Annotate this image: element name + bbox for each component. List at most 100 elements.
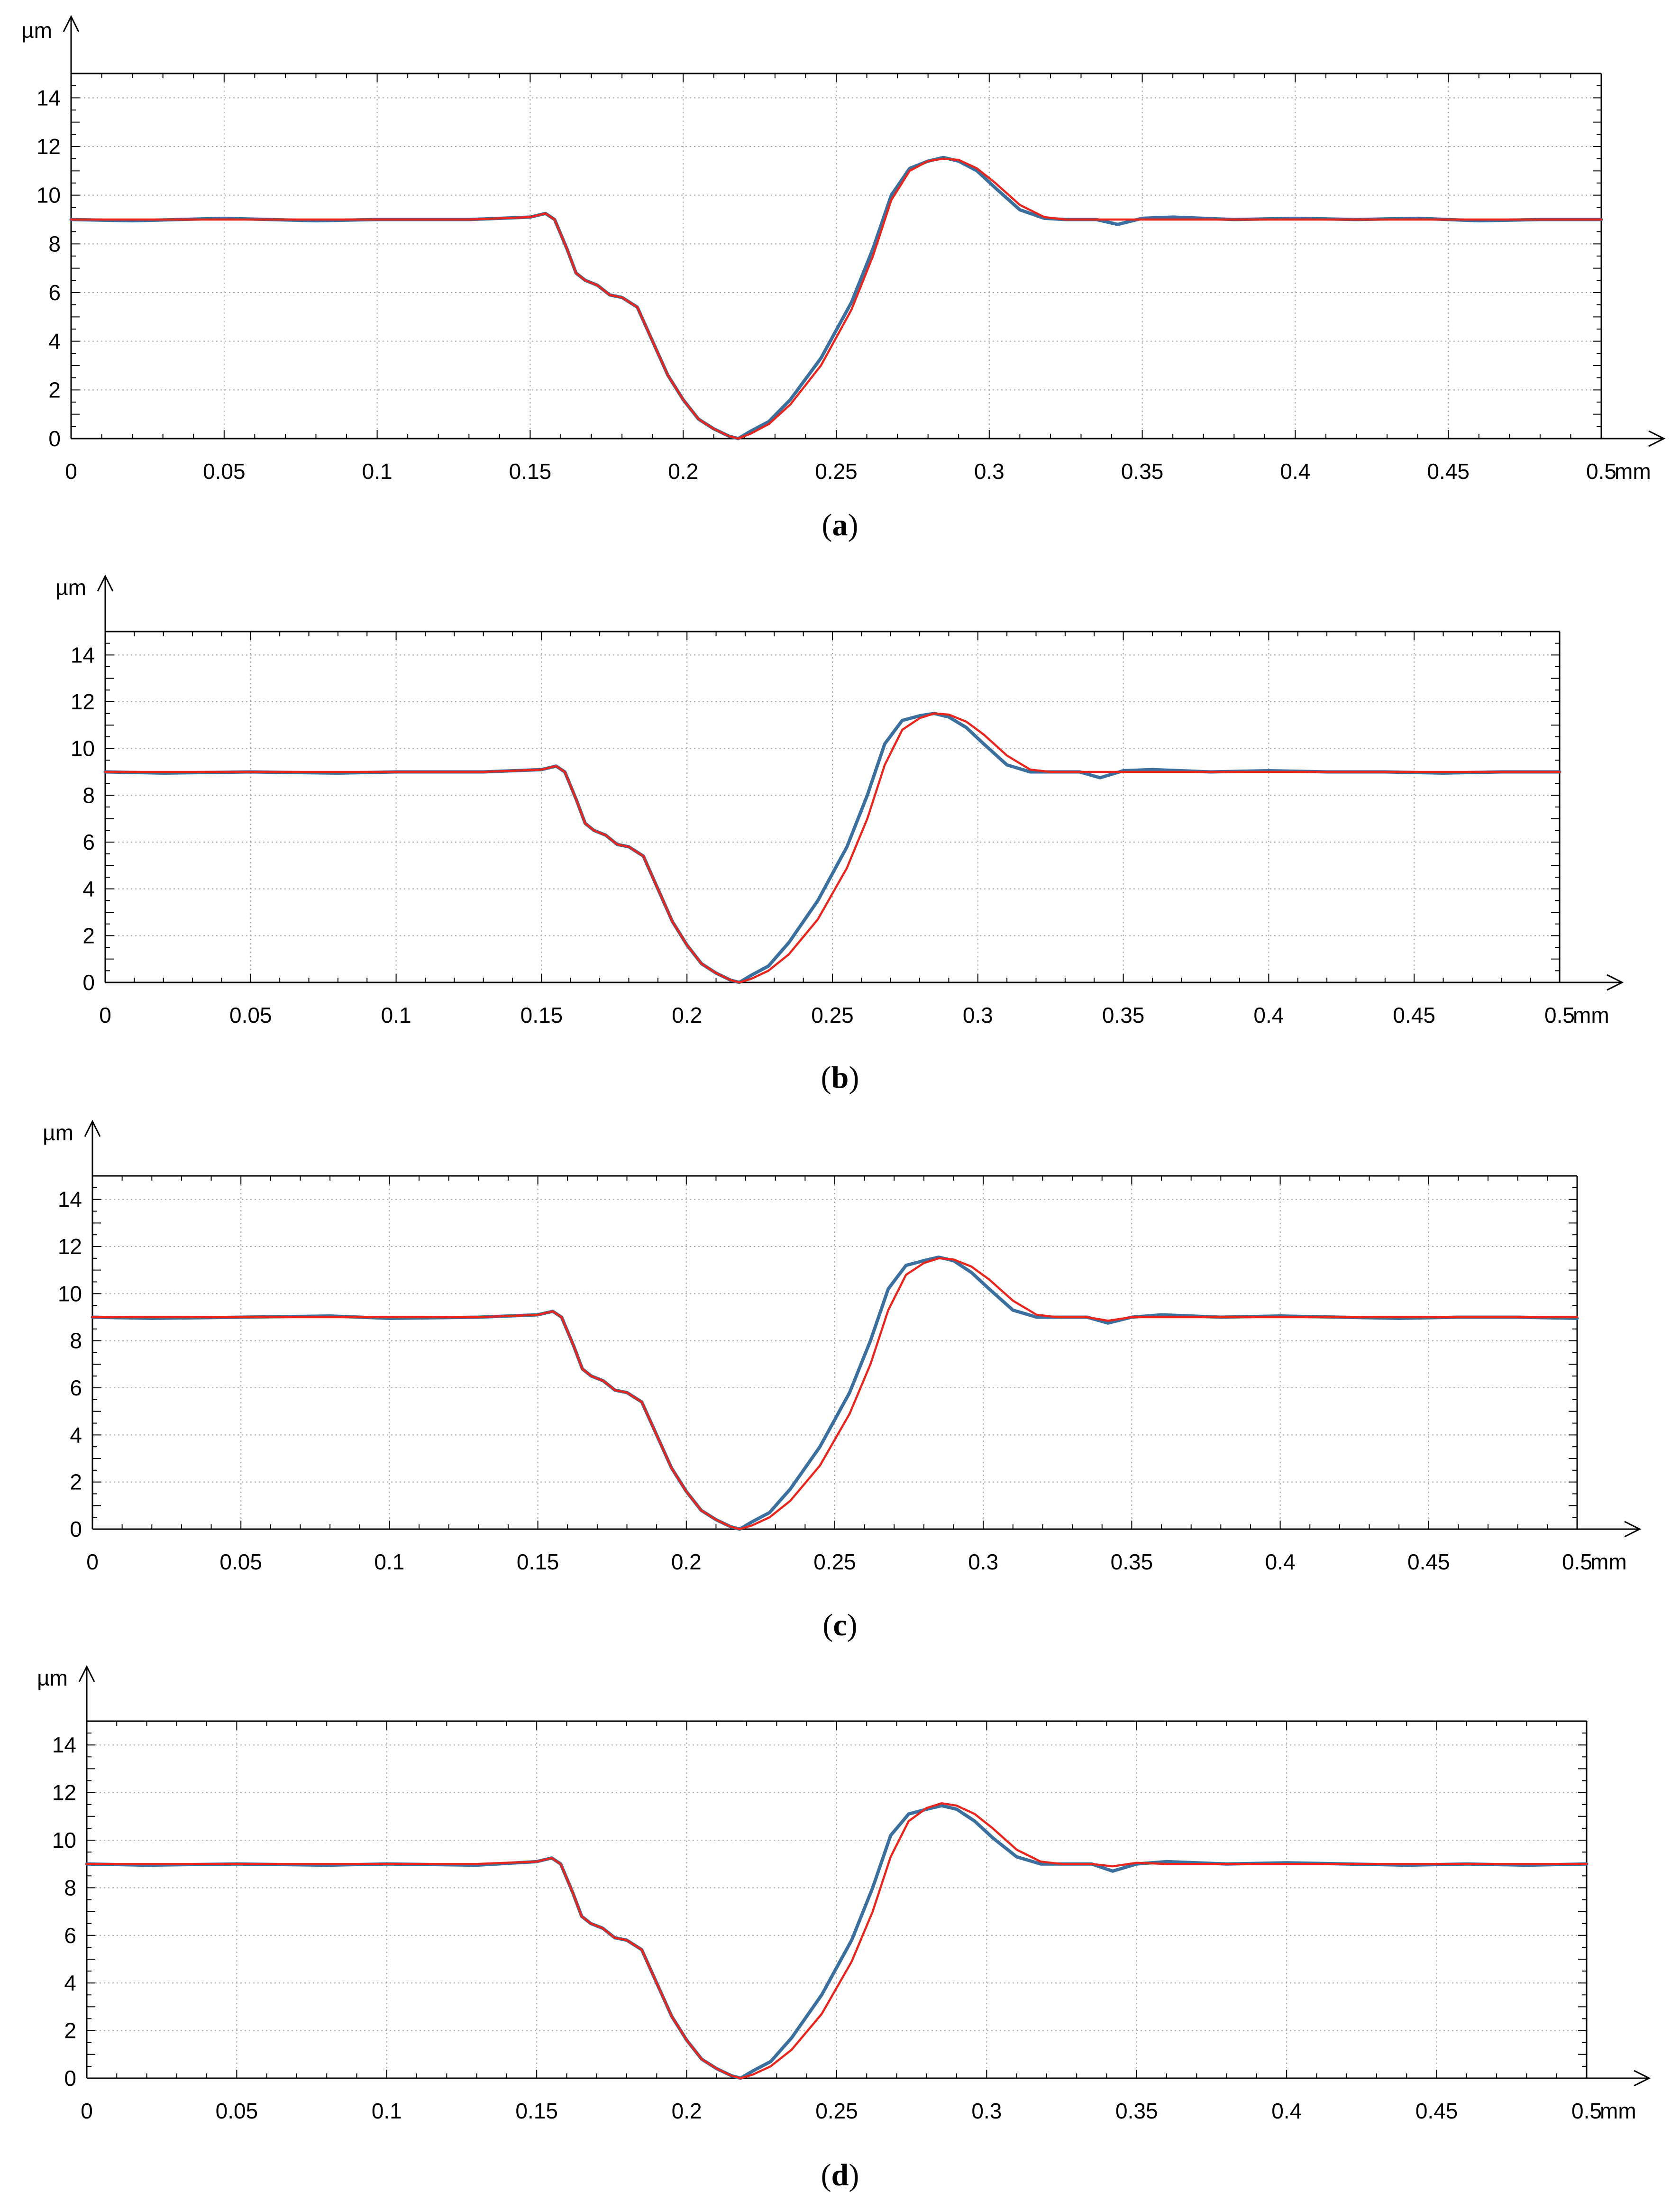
chart-panel-c: 0 0.05 0.1 0.15 0.2 0.25 0.3 0.35 0.4 0.45 0.5 0 2 4 6… xyxy=(43,1119,1642,1574)
x-axis-unit-label: mm xyxy=(1615,459,1651,484)
y-tick-label: 12 xyxy=(58,1234,82,1259)
x-axis-arrow-icon xyxy=(1624,1521,1642,1538)
caption-letter-b: b xyxy=(831,1060,849,1095)
x-tick-label: 0.35 xyxy=(1121,459,1164,484)
x-tick-label: 0.1 xyxy=(374,1550,404,1574)
x-tick-label: 0.35 xyxy=(1115,2099,1158,2123)
x-tick-label: 0.35 xyxy=(1102,1003,1145,1027)
y-tick-label: 6 xyxy=(70,1376,82,1400)
y-axis-arrow-icon xyxy=(97,574,114,592)
caption-a: (a) xyxy=(822,508,858,542)
x-tick-label: 0.45 xyxy=(1393,1003,1435,1027)
caption-c: (c) xyxy=(822,1608,858,1642)
x-tick-label: 0.2 xyxy=(672,1003,702,1027)
x-tick-label: 0.4 xyxy=(1265,1550,1296,1574)
y-tick-label: 14 xyxy=(37,85,61,110)
chart-panel-d: 0 0.05 0.1 0.15 0.2 0.25 0.3 0.35 0.4 0.45 0.5 0 2 4 6… xyxy=(37,1665,1651,2123)
y-tick-label: 10 xyxy=(58,1281,82,1306)
x-tick-label: 0.2 xyxy=(672,2099,702,2123)
y-tick-label: 0 xyxy=(70,1517,82,1541)
y-tick-label: 6 xyxy=(48,280,61,305)
x-tick-label: 0.1 xyxy=(381,1003,411,1027)
x-tick-label: 0.2 xyxy=(668,459,698,484)
y-tick-label: 2 xyxy=(70,1470,82,1495)
y-tick-label: 8 xyxy=(70,1329,82,1353)
y-tick-label: 4 xyxy=(64,1971,76,1995)
x-axis-arrow-icon xyxy=(1634,2070,1651,2087)
x-tick-label: 0.45 xyxy=(1427,459,1470,484)
y-tick-label: 8 xyxy=(82,783,95,807)
y-tick-label: 8 xyxy=(64,1875,76,1900)
y-tick-label: 10 xyxy=(71,736,95,761)
y-tick-label: 0 xyxy=(64,2066,76,2091)
x-tick-label: 0.3 xyxy=(968,1550,998,1574)
x-tick-label: 0.05 xyxy=(229,1003,272,1027)
y-tick-label: 6 xyxy=(82,830,95,854)
x-tick-label: 0.25 xyxy=(811,1003,854,1027)
x-tick-label: 0.2 xyxy=(671,1550,702,1574)
simulated-profile-line xyxy=(85,1802,1588,2080)
y-axis-label: µm xyxy=(55,575,86,600)
x-tick-label: 0.05 xyxy=(203,459,246,484)
y-tick-label: 12 xyxy=(37,134,61,159)
measured-profile-line xyxy=(103,712,1561,984)
caption-letter-d: d xyxy=(831,2158,849,2192)
y-tick-label: 4 xyxy=(82,877,95,901)
caption-letter-c: c xyxy=(833,1608,847,1642)
x-tick-label: 0.35 xyxy=(1111,1550,1153,1574)
x-tick-label: 0.4 xyxy=(1253,1003,1284,1027)
y-tick-label: 10 xyxy=(37,183,61,208)
caption-b: (b) xyxy=(821,1060,859,1095)
chart-panel-b: 0 0.05 0.1 0.15 0.2 0.25 0.3 0.35 0.4 0.45 0.5 0 2 4 6… xyxy=(55,574,1624,1027)
y-tick-label: 4 xyxy=(48,329,61,354)
y-tick-label: 10 xyxy=(52,1828,76,1852)
x-tick-label: 0.5 xyxy=(1571,2099,1602,2123)
x-tick-label: 0 xyxy=(81,2099,93,2123)
x-tick-label: 0.4 xyxy=(1280,459,1310,484)
y-tick-label: 2 xyxy=(64,2018,76,2043)
y-axis-label: µm xyxy=(43,1120,73,1145)
x-tick-label: 0.15 xyxy=(509,459,552,484)
y-tick-label: 0 xyxy=(82,970,95,995)
caption-d: (d) xyxy=(821,2158,859,2192)
x-tick-label: 0.15 xyxy=(520,1003,563,1027)
x-tick-label: 0.25 xyxy=(813,1550,856,1574)
x-tick-label: 0 xyxy=(86,1550,99,1574)
x-axis-unit-label: mm xyxy=(1590,1550,1627,1574)
y-tick-label: 14 xyxy=(71,642,95,667)
x-axis-unit-label: mm xyxy=(1600,2099,1636,2123)
simulated-profile-line xyxy=(70,157,1603,440)
x-tick-label: 0.1 xyxy=(362,459,393,484)
x-tick-label: 0.3 xyxy=(971,2099,1002,2123)
y-axis-arrow-icon xyxy=(78,1665,95,1682)
x-tick-label: 0.25 xyxy=(815,2099,858,2123)
x-tick-label: 0.25 xyxy=(815,459,858,484)
x-tick-label: 0.3 xyxy=(963,1003,993,1027)
x-tick-label: 0.1 xyxy=(372,2099,402,2123)
x-tick-label: 0.05 xyxy=(216,2099,258,2123)
x-tick-label: 0 xyxy=(65,459,77,484)
x-axis-unit-label: mm xyxy=(1573,1003,1609,1027)
y-tick-label: 2 xyxy=(48,377,61,402)
chart-panel-a: 0 0.05 0.1 0.15 0.2 0.25 0.3 0.35 0.4 0.45 0.5 0 2 4 6… xyxy=(21,15,1666,484)
simulated-profile-line xyxy=(91,1257,1579,1531)
y-axis-label: µm xyxy=(21,18,52,43)
x-tick-label: 0.15 xyxy=(515,2099,558,2123)
x-tick-label: 0.4 xyxy=(1271,2099,1302,2123)
y-tick-label: 6 xyxy=(64,1923,76,1948)
x-axis-arrow-icon xyxy=(1607,974,1624,991)
y-axis-arrow-icon xyxy=(84,1119,101,1137)
y-tick-label: 12 xyxy=(52,1780,76,1805)
y-axis-label: µm xyxy=(37,1666,68,1690)
x-tick-label: 0.5 xyxy=(1586,459,1616,484)
y-tick-label: 12 xyxy=(71,689,95,714)
y-axis-arrow-icon xyxy=(63,15,80,32)
y-tick-label: 14 xyxy=(58,1187,82,1212)
x-tick-label: 0.45 xyxy=(1415,2099,1458,2123)
y-tick-label: 8 xyxy=(48,231,61,256)
simulated-profile-line xyxy=(104,712,1561,984)
x-tick-label: 0.5 xyxy=(1544,1003,1575,1027)
measured-profile-line xyxy=(69,156,1603,440)
x-axis-arrow-icon xyxy=(1648,430,1666,447)
